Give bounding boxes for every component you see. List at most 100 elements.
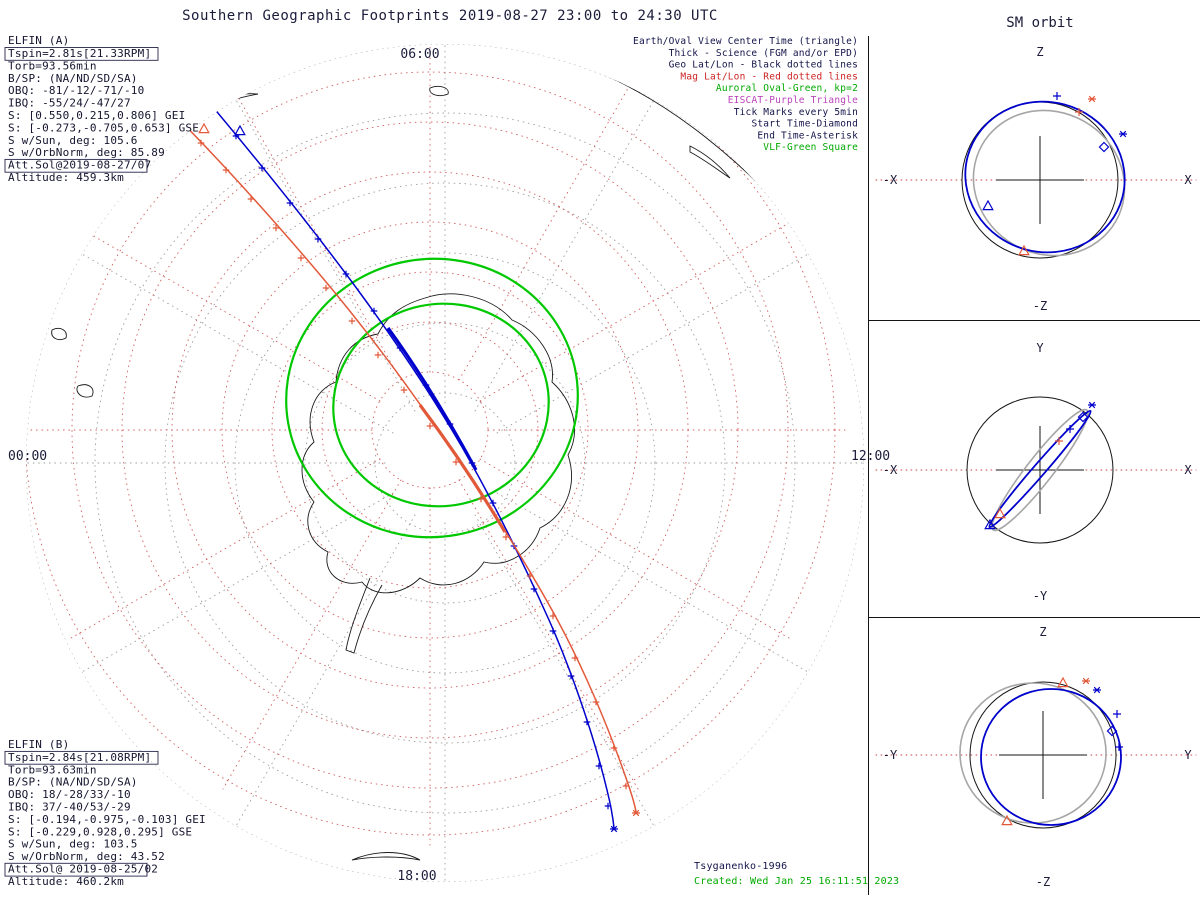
map-markers — [157, 82, 641, 833]
island-4 — [689, 145, 731, 179]
info-line: Tspin=2.84s[21.08RPM] — [8, 751, 151, 764]
info-line: Torb=93.56min — [8, 59, 97, 72]
legend-item: End Time-Asterisk — [757, 130, 858, 141]
axis-label-top: Z — [1039, 625, 1046, 639]
center-time-triangle-b — [198, 123, 210, 134]
info-line: S w/Sun, deg: 103.5 — [8, 838, 138, 851]
antarctica-outline — [301, 293, 575, 594]
mag-grid — [26, 44, 846, 846]
island-3 — [429, 85, 449, 97]
auroral-oval — [285, 257, 579, 539]
info-line: Altitude: 460.2km — [8, 875, 124, 888]
end-asterisk — [1087, 401, 1097, 409]
axis-label-left: -X — [883, 173, 898, 187]
axis-label-left: -X — [883, 463, 898, 477]
mlt-label-bottom: 18:00 — [397, 869, 436, 884]
track-a-ticks — [208, 102, 612, 810]
info-line: IBQ: 37/-40/53/-29 — [8, 801, 131, 814]
mlt-label-top: 06:00 — [400, 47, 439, 62]
track-elfin-a — [196, 87, 615, 829]
sm-panel-xz: Z -Z -X X — [875, 45, 1197, 313]
antarctic-peninsula — [345, 577, 383, 654]
end-asterisk — [1081, 677, 1091, 685]
orbit-tick — [1112, 709, 1122, 719]
page-title: Southern Geographic Footprints 2019-08-2… — [182, 8, 718, 24]
legend-item: Start Time-Diamond — [751, 119, 858, 130]
island-1 — [51, 327, 67, 341]
info-line: OBQ: 18/-28/33/-10 — [8, 788, 131, 801]
model-label: Tsyganenko-1996 — [694, 861, 787, 872]
elfin-b-name: ELFIN (B) — [8, 738, 69, 751]
info-line: B/SP: (NA/ND/SD/SA) — [8, 776, 138, 789]
axis-label-bottom: -Z — [1036, 875, 1050, 889]
orbit-tick — [1065, 424, 1075, 434]
axis-label-right: Y — [1184, 748, 1192, 762]
orbit-tick — [1054, 436, 1064, 446]
coast-fragment-bottom — [351, 852, 421, 861]
footer: Tsyganenko-1996 Created: Wed Jan 25 16:1… — [694, 861, 899, 887]
axis-label-bottom: -Y — [1033, 589, 1048, 603]
info-line: Att.Sol@2019-08-27/07 — [8, 159, 151, 172]
island-2 — [76, 384, 94, 398]
track-a-science-segment — [386, 327, 478, 471]
tspin-box-a — [4, 47, 159, 61]
info-line: S: [-0.229,0.928,0.295] GSE — [8, 825, 192, 838]
sm-panel-yz: Z -Z -Y Y — [875, 625, 1197, 889]
attsol-box-b — [4, 862, 148, 877]
map-area — [26, 44, 864, 882]
axis-label-top: Y — [1036, 341, 1044, 355]
legend-item: Earth/Oval View Center Time (triangle) — [633, 36, 858, 47]
axis-label-left: -Y — [883, 748, 898, 762]
legend-item: Tick Marks every 5min — [734, 107, 858, 118]
info-elfin-b: ELFIN (B) Tspin=2.84s[21.08RPM] Torb=93.… — [4, 738, 206, 888]
end-asterisk — [1087, 95, 1097, 103]
info-line: Altitude: 459.3km — [8, 171, 124, 184]
coastlines — [51, 49, 790, 861]
track-b-ticks — [173, 114, 630, 790]
info-line: S w/Sun, deg: 105.6 — [8, 134, 138, 147]
start-diamond — [1098, 141, 1110, 153]
legend: Earth/Oval View Center Time (triangle) T… — [633, 36, 858, 153]
info-elfin-a: ELFIN (A) Tspin=2.81s[21.33RPM] Torb=93.… — [4, 34, 199, 184]
start-time-diamond-b — [157, 97, 169, 109]
track-elfin-b — [162, 102, 637, 813]
legend-item: Mag Lat/Lon - Red dotted lines — [680, 71, 858, 82]
legend-item: EISCAT-Purple Triangle — [728, 95, 858, 106]
legend-item: VLF-Green Square — [763, 142, 858, 153]
axis-label-top: Z — [1036, 45, 1043, 59]
axis-label-right: X — [1184, 173, 1192, 187]
legend-item: Thick - Science (FGM and/or EPD) — [669, 48, 858, 59]
info-line: OBQ: -81/-12/-71/-10 — [8, 84, 144, 97]
mlt-label-left: 00:00 — [8, 449, 47, 464]
info-line: S: [-0.273,-0.705,0.653] GSE — [8, 121, 199, 134]
track-b-science-segment — [418, 404, 507, 533]
legend-item: Geo Lat/Lon - Black dotted lines — [669, 60, 858, 71]
sm-panel-xy: Y -Y -X X — [875, 341, 1197, 603]
legend-item: Auroral Oval-Green, kp=2 — [716, 83, 858, 94]
info-line: B/SP: (NA/ND/SD/SA) — [8, 72, 138, 85]
info-line: Torb=93.63min — [8, 763, 97, 776]
attsol-box-a — [4, 158, 148, 173]
end-asterisk — [1118, 130, 1128, 138]
mlt-labels: 06:00 00:00 12:00 18:00 — [8, 47, 890, 884]
info-line: Tspin=2.81s[21.33RPM] — [8, 47, 151, 60]
axis-label-right: X — [1184, 463, 1192, 477]
info-line: Att.Sol@ 2019-08-25/02 — [8, 863, 158, 876]
panel-dividers — [868, 36, 1200, 895]
info-line: S w/OrbNorm, deg: 43.52 — [8, 850, 165, 863]
info-line: S: [-0.194,-0.975,-0.103] GEI — [8, 813, 206, 826]
center-triangle — [982, 200, 994, 211]
info-line: S w/OrbNorm, deg: 85.89 — [8, 146, 165, 159]
sm-orbit-title: SM orbit — [1006, 15, 1073, 31]
center-time-triangle-a — [234, 125, 246, 136]
info-line: S: [0.550,0.215,0.806] GEI — [8, 109, 185, 122]
tspin-box-b — [4, 750, 159, 765]
start-time-diamond-a — [191, 82, 203, 94]
geo-grid — [26, 44, 864, 882]
orbit-tick — [1052, 91, 1062, 101]
axis-label-bottom: -Z — [1033, 299, 1047, 313]
end-asterisk — [1092, 686, 1102, 694]
created-timestamp: Created: Wed Jan 25 16:11:51 2023 — [694, 876, 899, 887]
